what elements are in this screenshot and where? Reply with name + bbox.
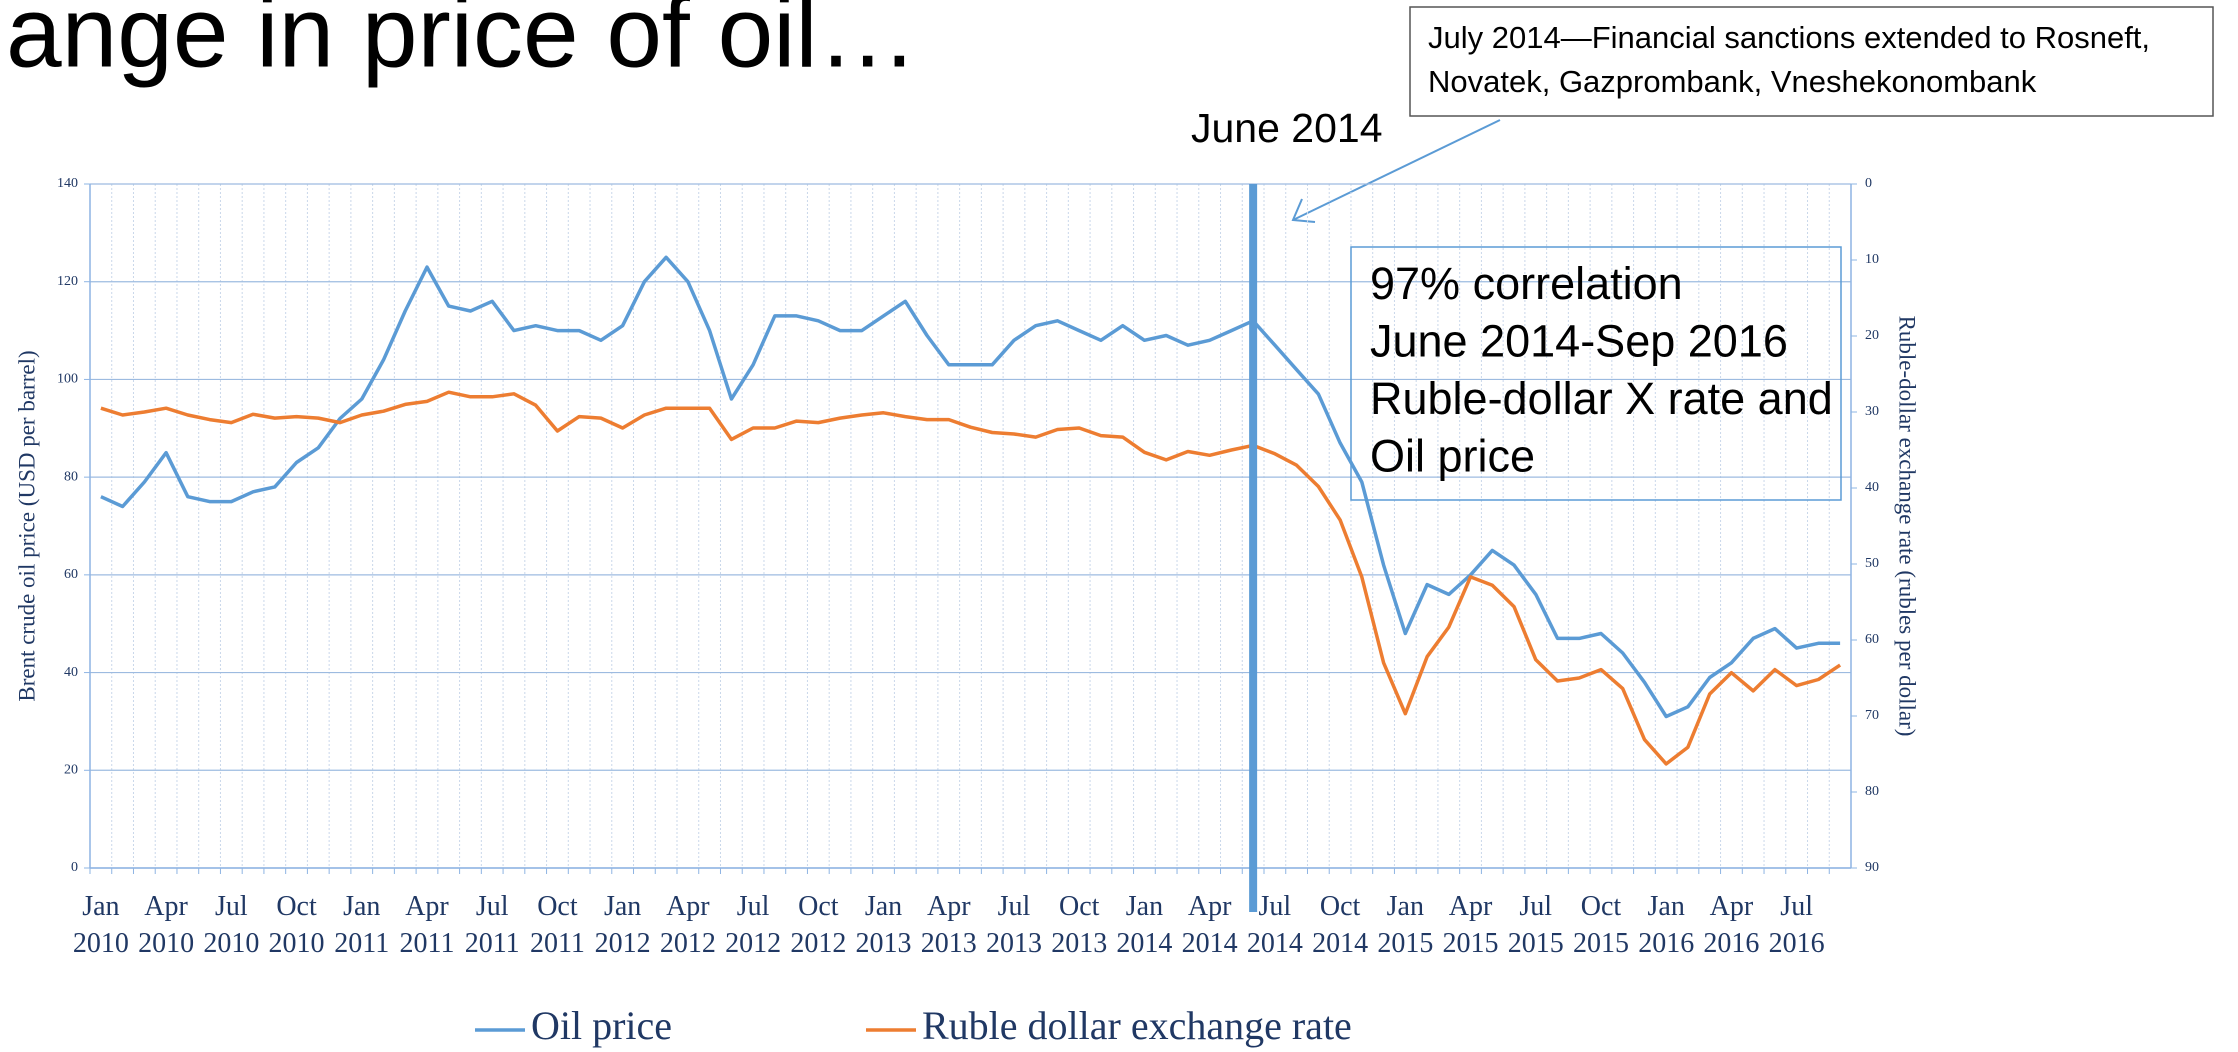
- x-tick-label: Jan 2011: [334, 891, 390, 959]
- callout-box: [1409, 6, 2214, 117]
- x-tick-label: Oct 2011: [529, 891, 585, 959]
- note-text: 97% correlation: [1370, 258, 1683, 309]
- x-tick-label: Apr 2010: [138, 891, 195, 959]
- x-tick-label: Jul 2016: [1768, 891, 1825, 959]
- x-tick-label: Apr 2011: [399, 891, 455, 959]
- x-tick-label: Jul 2013: [985, 891, 1042, 959]
- y-tick-label: 0: [71, 860, 78, 875]
- y2-tick-label: 80: [1865, 784, 1879, 799]
- x-tick-label: Jan 2016: [1638, 891, 1695, 959]
- x-tick-label: Jan 2010: [72, 891, 129, 959]
- x-tick-label: Oct 2013: [1051, 891, 1108, 959]
- note-text: Oil price: [1370, 430, 1535, 481]
- y2-tick-label: 40: [1865, 480, 1879, 495]
- y2-tick-label: 70: [1865, 708, 1879, 723]
- x-tick-label: Jan 2012: [594, 891, 651, 959]
- y2-tick-label: 90: [1865, 860, 1879, 875]
- x-tick-label: Apr 2016: [1703, 891, 1760, 959]
- x-tick-label: Oct 2012: [790, 891, 847, 959]
- y2-tick-label: 20: [1865, 328, 1879, 343]
- callout-arrow: [1292, 119, 1501, 221]
- x-tick-label: Jul 2014: [1246, 891, 1303, 959]
- y-tick-label: 80: [64, 469, 78, 484]
- note-box: [1350, 246, 1842, 501]
- y-tick-label: 140: [57, 176, 78, 191]
- legend-label: Oil price: [531, 1003, 672, 1048]
- x-tick-label: Oct 2015: [1572, 891, 1629, 959]
- y-tick-label: 100: [57, 372, 78, 387]
- y2-tick-label: 0: [1865, 176, 1872, 191]
- y-tick-label: 40: [64, 665, 78, 680]
- x-tick-label: Oct 2014: [1312, 891, 1369, 959]
- x-tick-label: Jan 2013: [855, 891, 912, 959]
- y-tick-label: 20: [64, 763, 78, 778]
- x-tick-label: Jul 2012: [725, 891, 782, 959]
- note-text: June 2014-Sep 2016: [1370, 315, 1788, 366]
- callout-text: July 2014—Financial sanctions extended t…: [1428, 20, 2150, 55]
- y2-tick-label: 30: [1865, 404, 1879, 419]
- y2-axis-title: Ruble-dollar exchange rate (rubles per d…: [1895, 316, 1920, 737]
- marker-label: June 2014: [1191, 105, 1383, 151]
- x-tick-label: Jan 2014: [1116, 891, 1173, 959]
- x-tick-label: Apr 2014: [1181, 891, 1238, 959]
- series-line: [100, 390, 1842, 766]
- x-tick-label: Apr 2015: [1442, 891, 1499, 959]
- x-tick-label: Apr 2013: [920, 891, 977, 959]
- legend-label: Ruble dollar exchange rate: [922, 1003, 1352, 1048]
- y-tick-label: 120: [57, 274, 78, 289]
- x-tick-label: Apr 2012: [659, 891, 716, 959]
- y2-tick-label: 10: [1865, 252, 1879, 267]
- y-axis-title: Brent crude oil price (USD per barrel): [14, 350, 39, 701]
- y2-tick-label: 60: [1865, 632, 1879, 647]
- callout-text: Novatek, Gazprombank, Vneshekonombank: [1428, 64, 2037, 99]
- x-tick-label: Jul 2010: [203, 891, 260, 959]
- x-tick-label: Jul 2011: [464, 891, 520, 959]
- slide-title: ange in price of oil…: [6, 0, 918, 88]
- y-tick-label: 60: [64, 567, 78, 582]
- x-tick-label: Jan 2015: [1377, 891, 1434, 959]
- y2-tick-label: 50: [1865, 556, 1879, 571]
- x-tick-label: Oct 2010: [268, 891, 325, 959]
- series-line: [100, 255, 1841, 719]
- x-tick-label: Jul 2015: [1507, 891, 1564, 959]
- note-text: Ruble-dollar X rate and: [1370, 373, 1833, 424]
